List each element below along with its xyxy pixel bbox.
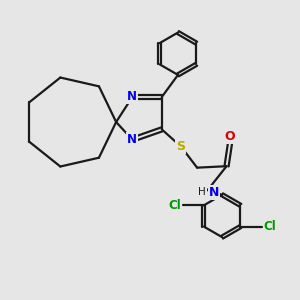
Text: O: O [225,130,236,143]
Text: N: N [127,91,137,103]
Text: Cl: Cl [168,199,181,212]
Text: N: N [127,133,137,146]
Text: S: S [176,140,185,153]
Text: H: H [198,187,206,197]
Text: N: N [209,186,219,199]
Text: Cl: Cl [264,220,276,233]
